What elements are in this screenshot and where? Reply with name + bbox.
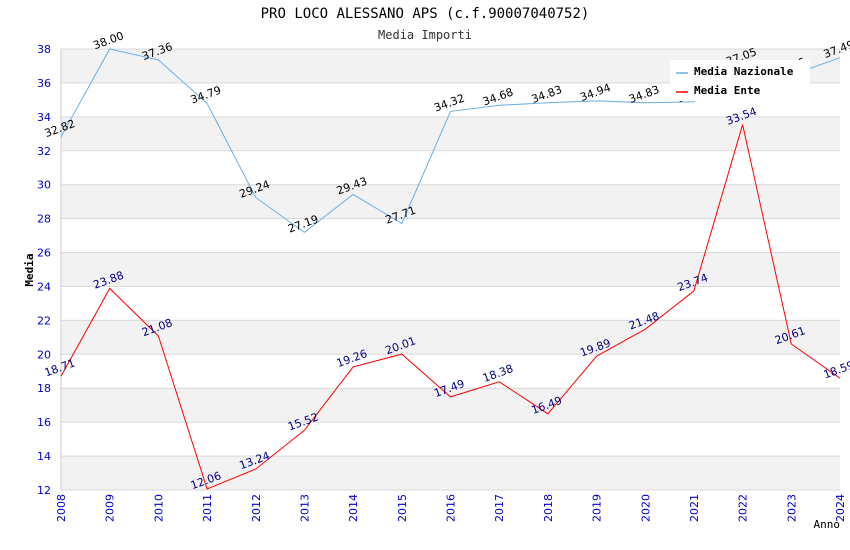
grid-band xyxy=(61,116,840,151)
grid-band xyxy=(61,252,840,287)
x-tick-label: 2024 xyxy=(834,494,847,522)
y-tick-label: 38 xyxy=(37,43,51,56)
x-tick-label: 2020 xyxy=(639,494,652,522)
x-tick-label: 2019 xyxy=(591,494,604,522)
y-tick-label: 24 xyxy=(37,280,51,293)
y-tick-label: 16 xyxy=(37,416,51,429)
y-tick-label: 22 xyxy=(37,314,51,327)
x-axis-label: Anno xyxy=(814,518,841,531)
y-axis-ticks: 12 14 16 18 20 22 24 26 28 30 32 34 36 38 xyxy=(37,43,51,497)
data-label-media-nazionale: 34.79 xyxy=(189,84,223,107)
grid-band xyxy=(61,388,840,423)
y-tick-label: 14 xyxy=(37,450,51,463)
legend-label-media-nazionale: Media Nazionale xyxy=(694,65,794,78)
x-tick-label: 2010 xyxy=(152,494,165,522)
legend-background xyxy=(670,60,810,101)
chart-title: PRO LOCO ALESSANO APS (c.f.90007040752) xyxy=(261,6,590,22)
data-label-media-ente: 18.59 xyxy=(822,358,850,381)
x-tick-label: 2014 xyxy=(347,494,360,522)
x-tick-label: 2021 xyxy=(688,494,701,522)
grid-band xyxy=(61,456,840,490)
y-tick-label: 12 xyxy=(37,484,51,497)
x-axis-ticks: 2008 2009 2010 2011 2012 2013 2014 2015 2016 2017… xyxy=(55,494,847,522)
x-tick-label: 2009 xyxy=(104,494,117,522)
x-tick-label: 2018 xyxy=(542,494,555,522)
series-line-media-ente xyxy=(60,124,841,490)
chart-subtitle: Media Importi xyxy=(378,28,472,42)
x-tick-label: 2013 xyxy=(298,494,311,522)
x-tick-label: 2023 xyxy=(785,494,798,522)
y-tick-label: 32 xyxy=(37,145,51,158)
y-tick-label: 34 xyxy=(37,111,51,124)
x-tick-label: 2012 xyxy=(250,494,263,522)
data-label-media-ente: 18.38 xyxy=(481,362,515,385)
y-tick-label: 18 xyxy=(37,382,51,395)
y-tick-label: 36 xyxy=(37,77,51,90)
y-tick-label: 20 xyxy=(37,348,51,361)
x-tick-label: 2015 xyxy=(396,494,409,522)
x-tick-label: 2022 xyxy=(737,494,750,522)
y-tick-label: 26 xyxy=(37,247,51,260)
x-tick-label: 2016 xyxy=(445,494,458,522)
data-label-media-nazionale: 34.32 xyxy=(432,92,466,115)
grid-bands xyxy=(61,49,840,490)
y-tick-label: 30 xyxy=(37,179,51,192)
y-axis-label: Media xyxy=(23,253,36,286)
grid-band xyxy=(61,320,840,355)
grid-band xyxy=(61,184,840,219)
legend-label-media-ente: Media Ente xyxy=(694,84,761,97)
y-tick-label: 28 xyxy=(37,213,51,226)
legend: Media Nazionale Media Ente xyxy=(670,60,810,101)
x-tick-label: 2008 xyxy=(55,494,68,522)
x-tick-label: 2011 xyxy=(201,494,214,522)
x-tick-label: 2017 xyxy=(493,494,506,522)
